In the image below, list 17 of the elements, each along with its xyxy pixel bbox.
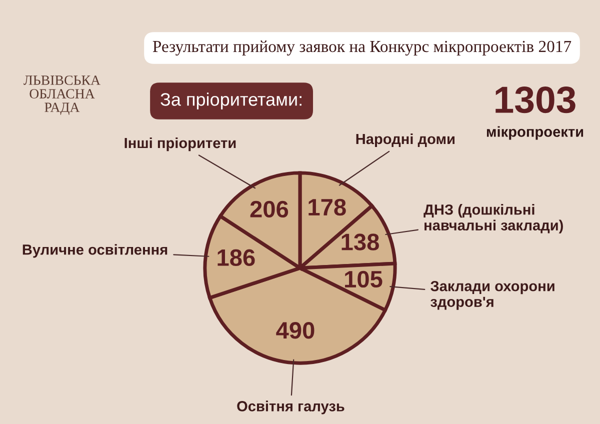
data-label: 105 [345, 270, 382, 288]
chart-subtitle: За пріоритетами: [160, 92, 302, 110]
data-label: 186 [218, 249, 255, 266]
data-label: 490 [276, 322, 314, 339]
slice-label: ДНЗ (дошкільні навчальні заклади) [424, 204, 563, 234]
slice-label: Заклади охорони здоров'я [430, 280, 554, 310]
data-label: 206 [250, 200, 288, 218]
data-label: 178 [308, 198, 346, 216]
slice-label: Освітня галузь [237, 400, 344, 414]
text: ЛЬВІВСЬКА ОБЛАСНА РАДА [24, 76, 100, 115]
slice-label: Вуличне освітлення [22, 244, 168, 258]
text: 1303 [496, 86, 576, 114]
data-label: 138 [342, 234, 379, 250]
text: мікропроекти [486, 126, 584, 140]
chart-title: Результати прийому заявок на Конкурс мікропроектів 2017 [152, 40, 572, 56]
slice-label: Інші пріоритети [124, 137, 236, 152]
slice-label: Народні доми [356, 133, 454, 148]
